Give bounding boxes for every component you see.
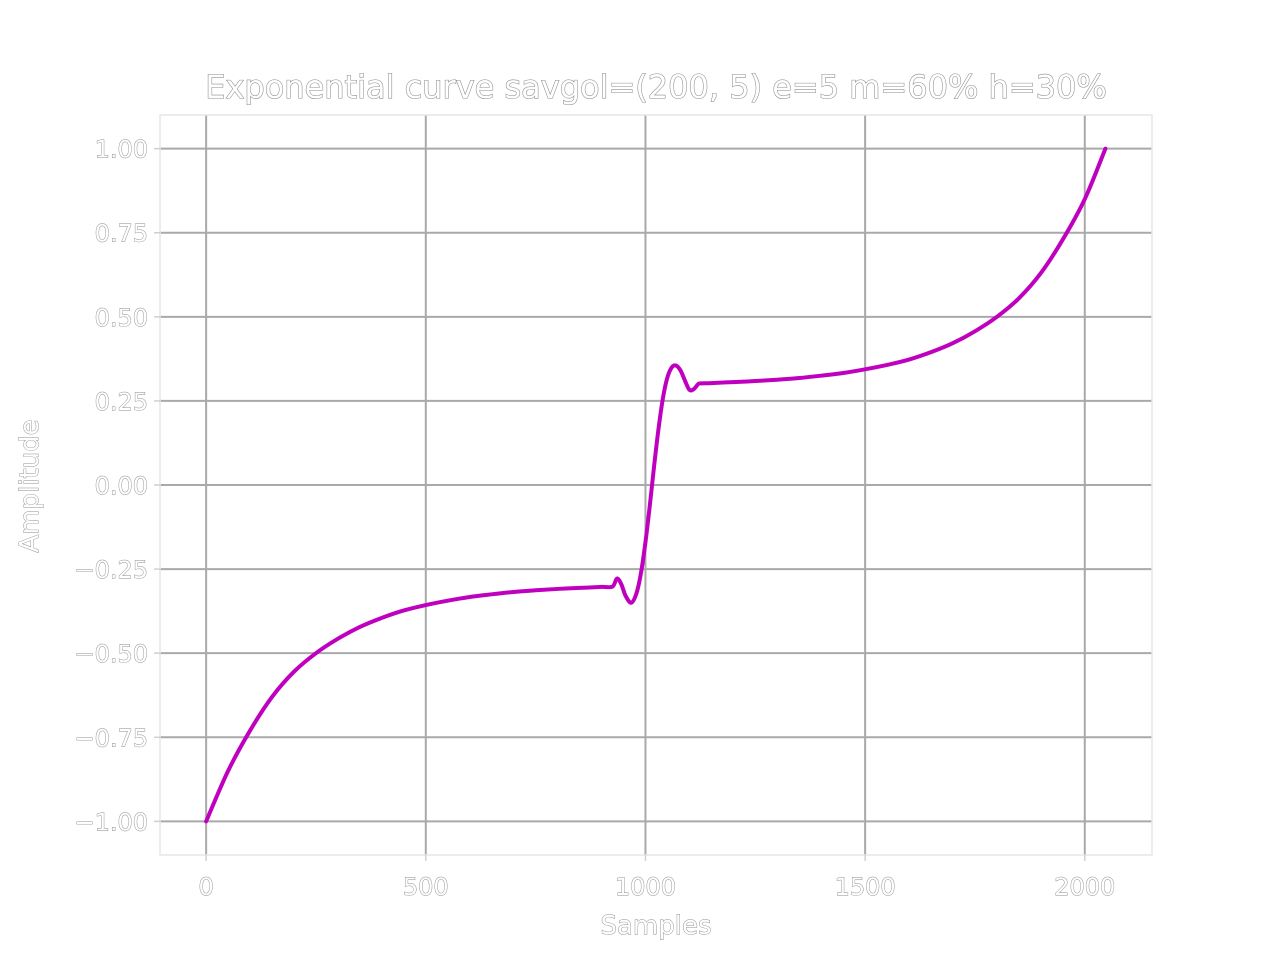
y-tick-label: 0.00 (95, 472, 148, 500)
x-tick-label: 2000 (1054, 873, 1115, 901)
y-tick-label: −0.50 (74, 640, 148, 668)
y-tick-label: −0.25 (74, 556, 148, 584)
x-tick-label: 500 (403, 873, 449, 901)
x-axis-label: Samples (600, 911, 711, 941)
x-tick-label: 0 (198, 873, 213, 901)
y-tick-label: 1.00 (95, 136, 148, 164)
y-tick-label: −0.75 (74, 724, 148, 752)
y-tick-label: 0.50 (95, 304, 148, 332)
y-tick-label: 0.25 (95, 388, 148, 416)
ticks: 0 500 1000 1500 2000 −1.00 −0.75 −0.50 −0.25 0.00… (74, 135, 1116, 901)
series-layer (204, 146, 1108, 824)
x-tick-label: 1000 (615, 873, 676, 901)
series-line (204, 146, 1108, 824)
x-tick-label: 1500 (835, 873, 896, 901)
y-axis-label: Amplitude (15, 419, 45, 552)
grid (160, 115, 1152, 855)
y-tick-label: 0.75 (95, 220, 148, 248)
y-tick-label: −1.00 (74, 808, 148, 836)
chart-title: Exponential curve savgol=(200, 5) e=5 m=… (205, 68, 1107, 106)
